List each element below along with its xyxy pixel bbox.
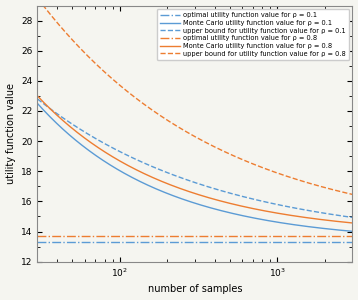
Monte Carlo utility function value for ρ = 0.1 — [160, 190, 164, 193]
Monte Carlo utility function value for ρ = 0.1 — [263, 218, 267, 222]
upper bound for utility function value for ρ = 0.1 — [233, 193, 238, 196]
Monte Carlo utility function value for ρ = 0.8 — [160, 180, 164, 183]
Line: Monte Carlo utility function value for ρ = 0.1: Monte Carlo utility function value for ρ… — [38, 103, 352, 231]
upper bound for utility function value for ρ = 0.1 — [350, 216, 354, 219]
upper bound for utility function value for ρ = 0.1 — [160, 169, 164, 172]
Monte Carlo utility function value for ρ = 0.1 — [73, 138, 78, 142]
Legend: optimal utility function value for ρ = 0.1, Monte Carlo utility function value f: optimal utility function value for ρ = 0… — [157, 9, 349, 60]
Monte Carlo utility function value for ρ = 0.1 — [35, 102, 40, 105]
upper bound for utility function value for ρ = 0.1 — [73, 124, 78, 128]
upper bound for utility function value for ρ = 0.8 — [138, 100, 142, 103]
Y-axis label: utility function value: utility function value — [6, 83, 15, 184]
Monte Carlo utility function value for ρ = 0.8 — [263, 209, 267, 213]
Monte Carlo utility function value for ρ = 0.8 — [233, 203, 238, 206]
upper bound for utility function value for ρ = 0.1 — [264, 200, 268, 204]
upper bound for utility function value for ρ = 0.8 — [233, 155, 238, 158]
Line: upper bound for utility function value for ρ = 0.8: upper bound for utility function value f… — [38, 0, 352, 194]
Monte Carlo utility function value for ρ = 0.1 — [138, 180, 142, 183]
Monte Carlo utility function value for ρ = 0.8 — [264, 209, 268, 213]
Line: Monte Carlo utility function value for ρ = 0.8: Monte Carlo utility function value for ρ… — [38, 96, 352, 223]
Monte Carlo utility function value for ρ = 0.1 — [350, 230, 354, 233]
upper bound for utility function value for ρ = 0.1 — [138, 160, 142, 163]
upper bound for utility function value for ρ = 0.1 — [263, 200, 267, 204]
upper bound for utility function value for ρ = 0.8 — [264, 167, 268, 171]
upper bound for utility function value for ρ = 0.8 — [160, 115, 164, 119]
Monte Carlo utility function value for ρ = 0.1 — [233, 212, 238, 216]
upper bound for utility function value for ρ = 0.1 — [35, 97, 40, 101]
Line: upper bound for utility function value for ρ = 0.1: upper bound for utility function value f… — [38, 99, 352, 218]
Monte Carlo utility function value for ρ = 0.8 — [350, 221, 354, 225]
upper bound for utility function value for ρ = 0.8 — [73, 41, 78, 45]
upper bound for utility function value for ρ = 0.8 — [350, 193, 354, 196]
Monte Carlo utility function value for ρ = 0.8 — [73, 129, 78, 133]
Monte Carlo utility function value for ρ = 0.1 — [264, 218, 268, 222]
upper bound for utility function value for ρ = 0.8 — [263, 167, 267, 170]
Monte Carlo utility function value for ρ = 0.8 — [35, 94, 40, 98]
Monte Carlo utility function value for ρ = 0.8 — [138, 170, 142, 173]
X-axis label: number of samples: number of samples — [148, 284, 242, 294]
